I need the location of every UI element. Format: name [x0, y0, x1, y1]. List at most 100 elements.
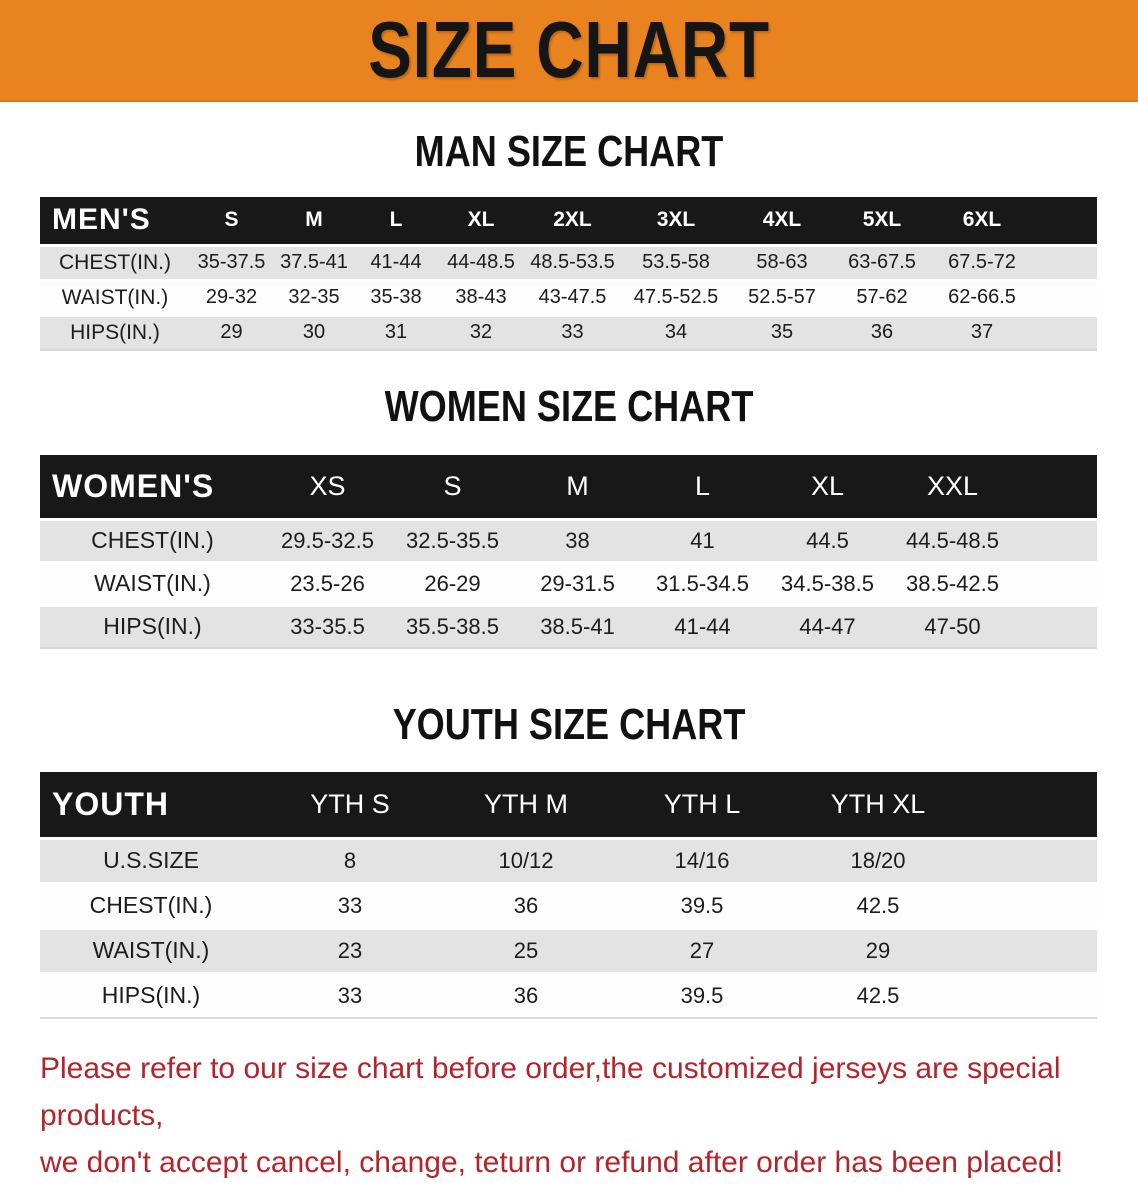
- value-cell: 44.5: [765, 517, 890, 562]
- disclaimer-line-2: we don't accept cancel, change, teturn o…: [40, 1146, 1064, 1179]
- men-size-header: 2XL: [525, 197, 620, 246]
- women-header-row: WOMEN'S XS S M L XL XXL: [40, 455, 1097, 520]
- filler-cell: [1015, 455, 1097, 520]
- row-label: WAIST(IN.): [40, 926, 262, 973]
- men-chest-row: CHEST(IN.) 35-37.5 37.5-41 41-44 44-48.5…: [40, 243, 1097, 280]
- youth-header-row: YOUTH YTH S YTH M YTH L YTH XL: [40, 772, 1097, 839]
- value-cell: 33-35.5: [265, 603, 390, 649]
- men-size-header: S: [190, 197, 273, 246]
- women-size-header: S: [390, 455, 515, 520]
- men-size-header: M: [273, 197, 355, 246]
- value-cell: 35-37.5: [190, 243, 273, 280]
- value-cell: 34: [620, 313, 732, 351]
- filler-cell: [1015, 560, 1097, 605]
- filler-cell: [1032, 313, 1097, 351]
- value-cell: 31.5-34.5: [640, 560, 765, 605]
- row-label: CHEST(IN.): [40, 243, 190, 280]
- row-label: HIPS(IN.): [40, 603, 265, 649]
- value-cell: 33: [525, 313, 620, 351]
- men-size-header: 3XL: [620, 197, 732, 246]
- youth-waist-row: WAIST(IN.) 23 25 27 29: [40, 926, 1097, 973]
- value-cell: 29-31.5: [515, 560, 640, 605]
- youth-chest-row: CHEST(IN.) 33 36 39.5 42.5: [40, 881, 1097, 928]
- men-size-header: 4XL: [732, 197, 832, 246]
- value-cell: 42.5: [790, 971, 966, 1019]
- filler-cell: [966, 881, 1097, 928]
- women-size-header: XXL: [890, 455, 1015, 520]
- value-cell: 32-35: [273, 278, 355, 315]
- value-cell: 32: [437, 313, 525, 351]
- value-cell: 37.5-41: [273, 243, 355, 280]
- women-size-header: XS: [265, 455, 390, 520]
- value-cell: 41: [640, 517, 765, 562]
- value-cell: 10/12: [438, 836, 614, 883]
- value-cell: 38.5-41: [515, 603, 640, 649]
- filler-cell: [1032, 197, 1097, 246]
- women-size-header: L: [640, 455, 765, 520]
- men-size-header: XL: [437, 197, 525, 246]
- value-cell: 44-48.5: [437, 243, 525, 280]
- row-label: HIPS(IN.): [40, 313, 190, 351]
- youth-group-label: YOUTH: [40, 772, 262, 839]
- women-size-header: XL: [765, 455, 890, 520]
- women-size-header: M: [515, 455, 640, 520]
- youth-ussize-row: U.S.SIZE 8 10/12 14/16 18/20: [40, 836, 1097, 883]
- youth-size-table: YOUTH YTH S YTH M YTH L YTH XL U.S.SIZE …: [40, 772, 1097, 1019]
- youth-size-header: YTH M: [438, 772, 614, 839]
- value-cell: 33: [262, 971, 438, 1019]
- youth-hips-row: HIPS(IN.) 33 36 39.5 42.5: [40, 971, 1097, 1019]
- youth-size-header: YTH S: [262, 772, 438, 839]
- men-size-table: MEN'S S M L XL 2XL 3XL 4XL 5XL 6XL CHEST…: [40, 197, 1097, 351]
- women-section: WOMEN SIZE CHART WOMEN'S XS S M L XL XXL: [0, 385, 1138, 649]
- row-label: HIPS(IN.): [40, 971, 262, 1019]
- filler-cell: [1015, 603, 1097, 649]
- disclaimer-line-1: Please refer to our size chart before or…: [40, 1052, 1061, 1132]
- women-chest-row: CHEST(IN.) 29.5-32.5 32.5-35.5 38 41 44.…: [40, 517, 1097, 562]
- value-cell: 23.5-26: [265, 560, 390, 605]
- value-cell: 14/16: [614, 836, 790, 883]
- value-cell: 39.5: [614, 881, 790, 928]
- men-size-header: L: [355, 197, 437, 246]
- value-cell: 29: [790, 926, 966, 973]
- value-cell: 32.5-35.5: [390, 517, 515, 562]
- filler-cell: [1032, 278, 1097, 315]
- banner-title: SIZE CHART: [368, 5, 770, 94]
- filler-cell: [966, 971, 1097, 1019]
- value-cell: 23: [262, 926, 438, 973]
- women-group-label: WOMEN'S: [40, 455, 265, 520]
- value-cell: 37: [932, 313, 1032, 351]
- youth-size-header: YTH XL: [790, 772, 966, 839]
- filler-cell: [966, 926, 1097, 973]
- men-header-row: MEN'S S M L XL 2XL 3XL 4XL 5XL 6XL: [40, 197, 1097, 246]
- value-cell: 35.5-38.5: [390, 603, 515, 649]
- value-cell: 30: [273, 313, 355, 351]
- value-cell: 44-47: [765, 603, 890, 649]
- value-cell: 41-44: [640, 603, 765, 649]
- value-cell: 58-63: [732, 243, 832, 280]
- filler-cell: [966, 772, 1097, 839]
- value-cell: 38.5-42.5: [890, 560, 1015, 605]
- men-waist-row: WAIST(IN.) 29-32 32-35 35-38 38-43 43-47…: [40, 278, 1097, 315]
- value-cell: 29: [190, 313, 273, 351]
- women-section-heading: WOMEN SIZE CHART: [384, 382, 754, 431]
- filler-cell: [966, 836, 1097, 883]
- women-size-table: WOMEN'S XS S M L XL XXL CHEST(IN.) 29.5-…: [40, 455, 1097, 649]
- value-cell: 29-32: [190, 278, 273, 315]
- row-label: CHEST(IN.): [40, 517, 265, 562]
- row-label: WAIST(IN.): [40, 278, 190, 315]
- value-cell: 44.5-48.5: [890, 517, 1015, 562]
- value-cell: 47-50: [890, 603, 1015, 649]
- value-cell: 53.5-58: [620, 243, 732, 280]
- women-waist-row: WAIST(IN.) 23.5-26 26-29 29-31.5 31.5-34…: [40, 560, 1097, 605]
- row-label: WAIST(IN.): [40, 560, 265, 605]
- men-size-header: 5XL: [832, 197, 932, 246]
- value-cell: 38: [515, 517, 640, 562]
- value-cell: 31: [355, 313, 437, 351]
- value-cell: 48.5-53.5: [525, 243, 620, 280]
- disclaimer-note: Please refer to our size chart before or…: [40, 1045, 1138, 1186]
- value-cell: 36: [832, 313, 932, 351]
- men-group-label: MEN'S: [40, 197, 190, 246]
- value-cell: 57-62: [832, 278, 932, 315]
- value-cell: 39.5: [614, 971, 790, 1019]
- value-cell: 43-47.5: [525, 278, 620, 315]
